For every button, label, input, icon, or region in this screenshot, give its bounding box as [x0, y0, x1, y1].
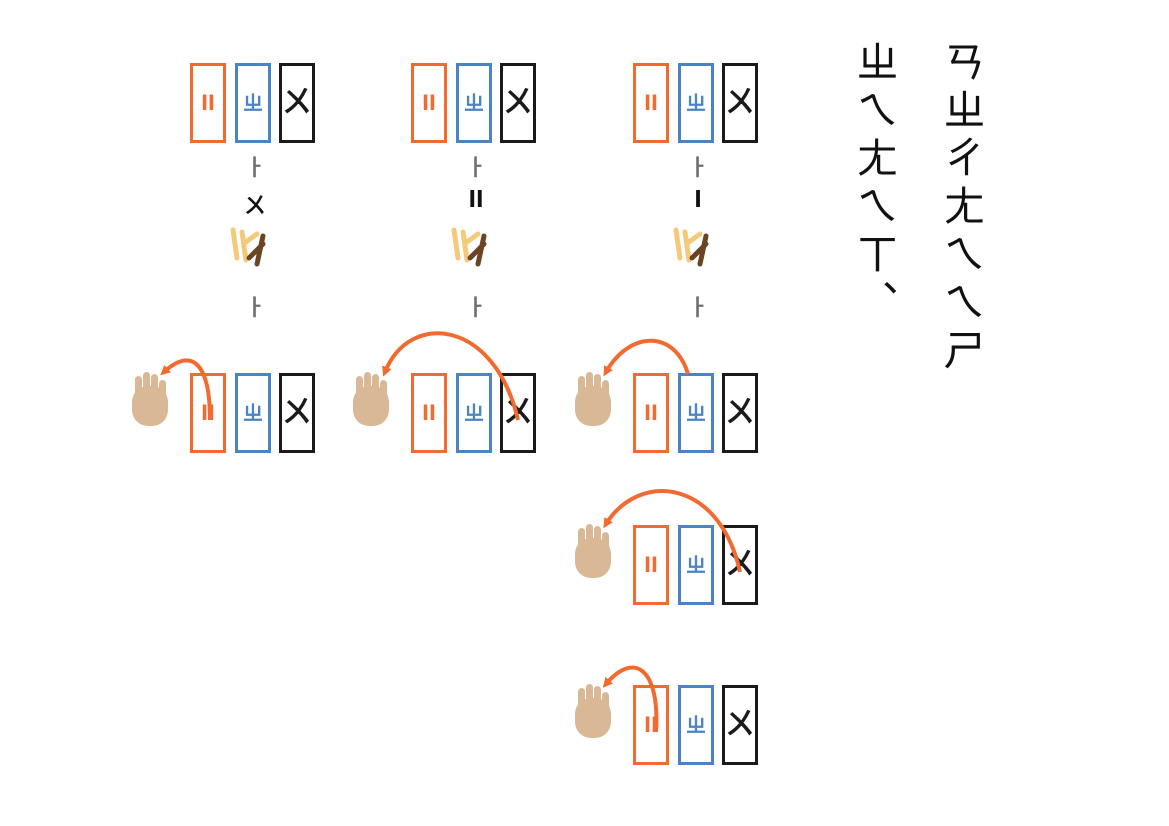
tile-black: ㄨ — [500, 63, 536, 143]
tile-orange: ll — [633, 685, 669, 765]
sticks-icon — [454, 230, 484, 264]
tile-black: ㄨ — [722, 63, 758, 143]
tile-glyph: ll — [422, 401, 436, 425]
curved-arrow-icon — [603, 338, 690, 377]
curved-arrow-icon — [382, 331, 520, 421]
curved-arrow-icon — [603, 489, 742, 573]
sticks-icon — [233, 230, 263, 264]
vertical-text-right: ㄢㄓㄔㄤㄟㄟㄕ — [937, 40, 986, 376]
tile-glyph: ㄨ — [503, 85, 533, 120]
step-label: ll — [468, 188, 484, 213]
tile-glyph: ㄨ — [282, 85, 312, 120]
hand-icon — [575, 524, 611, 578]
step-arrow: ㅏ — [466, 156, 487, 181]
tile-glyph: ll — [644, 553, 658, 577]
step-arrow: ㅏ — [688, 156, 709, 181]
hand-icon — [575, 372, 611, 426]
hand-icon — [353, 372, 389, 426]
sticks-icon — [676, 230, 706, 264]
step-arrow: ㅏ — [688, 296, 709, 321]
tile-orange: ll — [633, 525, 669, 605]
tile-glyph: ㄓ — [686, 713, 706, 737]
hand-icon — [132, 372, 168, 426]
curved-arrow-icon — [602, 665, 659, 733]
tile-blue: ㄓ — [678, 63, 714, 143]
tile-orange: ll — [633, 63, 669, 143]
tile-glyph: ㄓ — [686, 401, 706, 425]
tile-glyph: ll — [422, 91, 436, 115]
tile-orange: ll — [411, 373, 447, 453]
tile-blue: ㄓ — [678, 525, 714, 605]
tile-glyph: ㄓ — [686, 91, 706, 115]
tile-orange: ll — [190, 63, 226, 143]
tile-glyph: ll — [644, 91, 658, 115]
tile-black: ㄨ — [722, 373, 758, 453]
tile-black: ㄨ — [500, 373, 536, 453]
tile-glyph: ㄓ — [464, 91, 484, 115]
tile-blue: ㄓ — [456, 63, 492, 143]
step-arrow: ㅏ — [466, 296, 487, 321]
tile-glyph: ㄨ — [725, 707, 755, 742]
tile-glyph: ㄨ — [725, 395, 755, 430]
tile-glyph: ㄨ — [725, 85, 755, 120]
tile-glyph: ㄨ — [282, 395, 312, 430]
vertical-text-left: ㄓㄟㄤㄟㄒ、 — [850, 40, 899, 328]
step-arrow: ㅏ — [245, 156, 266, 181]
tile-black: ㄨ — [279, 373, 315, 453]
step-label: l — [694, 188, 702, 213]
step-label: ㄨ — [243, 194, 266, 219]
tile-black: ㄨ — [722, 685, 758, 765]
hand-icon — [575, 684, 611, 738]
tile-glyph: ㄓ — [686, 553, 706, 577]
tile-glyph: ll — [201, 91, 215, 115]
curved-arrow-icon — [160, 358, 212, 421]
tile-black: ㄨ — [279, 63, 315, 143]
tile-glyph: ㄓ — [243, 91, 263, 115]
tile-orange: ll — [411, 63, 447, 143]
tile-glyph: ㄓ — [464, 401, 484, 425]
tile-blue: ㄓ — [678, 373, 714, 453]
tile-blue: ㄓ — [235, 373, 271, 453]
tile-orange: ll — [633, 373, 669, 453]
step-arrow: ㅏ — [245, 296, 266, 321]
tile-blue: ㄓ — [456, 373, 492, 453]
tile-blue: ㄓ — [235, 63, 271, 143]
tile-glyph: ll — [644, 401, 658, 425]
tile-blue: ㄓ — [678, 685, 714, 765]
tile-glyph: ㄓ — [243, 401, 263, 425]
